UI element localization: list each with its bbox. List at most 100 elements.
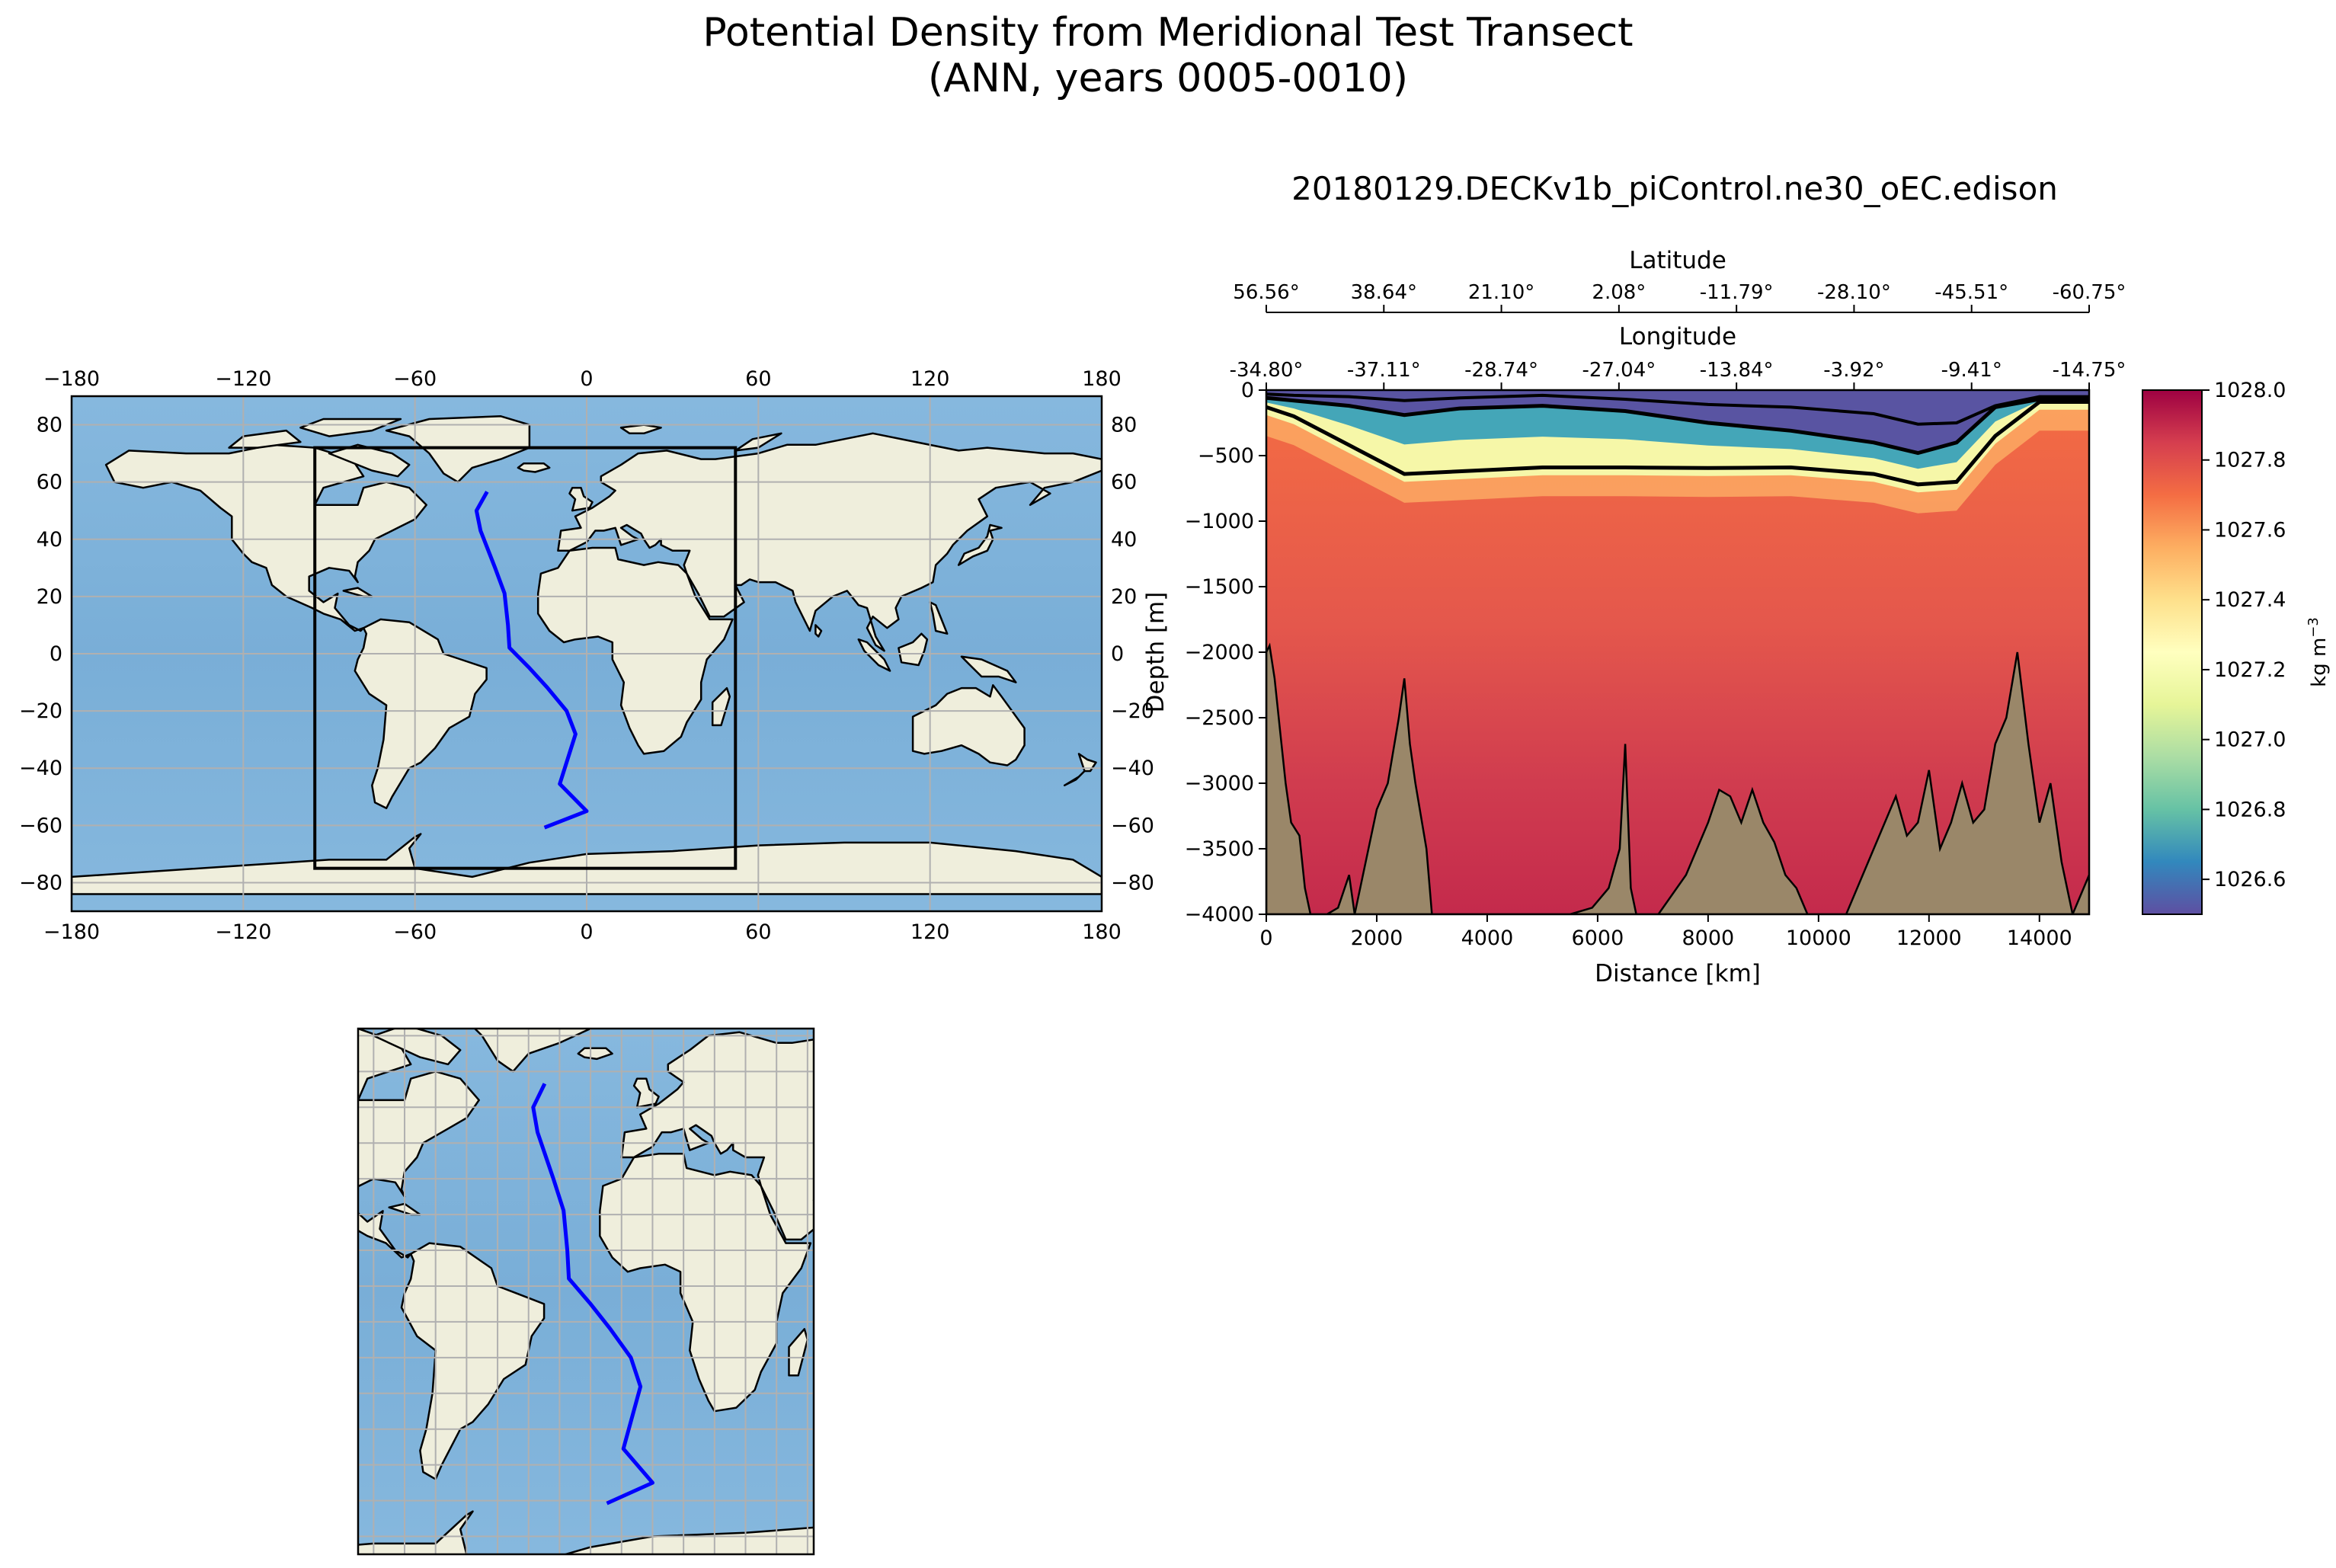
lon-tick-label: 60 <box>745 920 771 944</box>
figure-title-line2: (ANN, years 0005-0010) <box>927 56 1409 101</box>
lat-tick-label: 60 <box>37 471 62 494</box>
coordinate-tick-label: -34.80° <box>1230 359 1304 382</box>
depth-tick-label: −500 <box>1198 444 1254 468</box>
lat-tick-label: −60 <box>1111 814 1154 837</box>
landmass <box>711 686 731 727</box>
landmass <box>1063 770 1086 787</box>
landmass <box>947 1269 981 1308</box>
landmass <box>898 632 929 667</box>
colorbar-tick-label: 1027.8 <box>2214 449 2286 472</box>
colorbar-tick-label: 1028.0 <box>2214 379 2286 402</box>
lon-tick-label: −60 <box>393 367 437 391</box>
depth-tick-label: −1500 <box>1185 575 1254 599</box>
zoom-transect-line <box>531 1083 654 1506</box>
landmass <box>1186 1411 1204 1432</box>
colorbar-tick-label: 1026.6 <box>2214 868 2286 891</box>
lon-tick-label: 120 <box>910 367 950 391</box>
landmass <box>911 684 1026 766</box>
landmass <box>1006 1326 1127 1426</box>
transect-line <box>474 491 589 830</box>
depth-tick-label: −2000 <box>1185 641 1254 664</box>
lat-tick-label: −80 <box>1111 871 1154 894</box>
latitude-axis-label: Latitude <box>1629 247 1726 274</box>
landmass <box>929 601 949 635</box>
colorbar-tick-label: 1026.8 <box>2214 798 2286 821</box>
lat-tick-label: 60 <box>1111 471 1137 494</box>
depth-tick-label: −4000 <box>1185 903 1254 926</box>
lat-tick-label: 80 <box>1111 414 1137 437</box>
lat-tick-label: −20 <box>1111 699 1154 723</box>
section-surface-field <box>1266 390 2089 453</box>
landmass <box>343 993 451 1014</box>
distance-tick-label: 0 <box>1259 926 1272 950</box>
lat-tick-label: 0 <box>1111 642 1124 666</box>
depth-tick-label: −3500 <box>1185 837 1254 861</box>
landmass <box>901 1250 907 1265</box>
figure-title-line1: Potential Density from Meridional Test T… <box>702 10 1634 56</box>
lat-tick-label: 40 <box>37 528 62 552</box>
landmass <box>517 462 551 473</box>
zoom-map-land <box>265 993 1204 1554</box>
coordinate-tick-label: -60.75° <box>2053 281 2126 304</box>
coordinate-tick-label: -45.51° <box>1934 281 2008 304</box>
distance-tick-label: 4000 <box>1461 926 1514 950</box>
lon-tick-label: 120 <box>910 920 950 944</box>
landmass <box>557 432 1102 652</box>
lon-tick-label: −120 <box>215 920 271 944</box>
x-axis-label: Distance [km] <box>1595 960 1761 987</box>
bathymetry <box>1266 642 2089 914</box>
lat-tick-label: −20 <box>19 699 62 723</box>
lat-tick-label: −40 <box>1111 757 1154 780</box>
lon-tick-label: −60 <box>393 920 437 944</box>
depth-tick-label: −2500 <box>1185 706 1254 730</box>
distance-tick-label: 8000 <box>1682 926 1735 950</box>
depth-tick-label: −3000 <box>1185 772 1254 795</box>
colorbar-tick-label: 1027.0 <box>2214 728 2286 752</box>
lon-tick-label: 60 <box>745 367 771 391</box>
section-title: 20180129.DECKv1b_piControl.ne30_oEC.edis… <box>1291 170 2058 207</box>
landmass <box>1058 1290 1117 1322</box>
depth-ticks: 0 −500 −1000 −1500 −2000 −2500 −3000 −3500 −4000 <box>1185 379 1266 926</box>
y-axis-label: Depth [m] <box>1142 592 1170 713</box>
landmass <box>690 1000 733 1010</box>
lat-tick-label: 40 <box>1111 528 1137 552</box>
landmass <box>1055 1125 1102 1176</box>
colorbar-ticks: 1026.6 1026.8 1027.0 1027.2 1027.4 1027.6 1027… <box>2202 379 2286 891</box>
lon-tick-label: 180 <box>1082 920 1122 944</box>
landmass <box>299 418 402 437</box>
landmass <box>957 523 1003 566</box>
transect-section: 20180129.DECKv1b_piControl.ne30_oEC.edis… <box>1142 170 2331 987</box>
lon-tick-label: 0 <box>580 920 593 944</box>
distance-tick-label: 14000 <box>2007 926 2072 950</box>
lat-tick-label: 20 <box>37 585 62 609</box>
landmass <box>857 638 891 672</box>
coordinate-tick-label: 2.08° <box>1592 281 1646 304</box>
contour-line <box>1266 392 2089 426</box>
colorbar-label: kg m−3 <box>2306 617 2331 687</box>
map-tick-labels: −180 −180 −120 −120 −60 −60 0 0 60 60 120 120 180 180… <box>19 367 1154 944</box>
coordinate-tick-label: -9.41° <box>1941 359 2002 382</box>
landmass <box>577 1047 613 1061</box>
contour-line <box>1266 400 2089 487</box>
zoom-map-frame <box>357 1027 815 1556</box>
coordinate-tick-label: 56.56° <box>1233 281 1299 304</box>
colorbar-tick-label: 1027.6 <box>2214 518 2286 542</box>
landmass <box>473 1029 592 1073</box>
colorbar-tick-label: 1027.2 <box>2214 658 2286 682</box>
landmass <box>228 429 302 449</box>
lon-tick-label: −180 <box>43 920 100 944</box>
longitude-axis-label: Longitude <box>1619 323 1736 350</box>
map-frame <box>70 395 1103 913</box>
depth-tick-label: 0 <box>1241 379 1254 402</box>
landmass <box>265 1007 343 1029</box>
distance-ticks: 0 2000 4000 6000 8000 10000 12000 14000 <box>1259 914 2072 950</box>
colorbar-label-exponent: −3 <box>2306 617 2322 638</box>
global-map: −180 −180 −120 −120 −60 −60 0 0 60 60 120 120 180 180… <box>19 367 1154 944</box>
coordinate-tick-label: -28.74° <box>1464 359 1538 382</box>
landmass <box>358 1510 814 1554</box>
distance-tick-label: 2000 <box>1351 926 1403 950</box>
landmass <box>788 1328 809 1377</box>
lon-tick-label: 0 <box>580 367 593 391</box>
coordinate-tick-label: 38.64° <box>1351 281 1417 304</box>
